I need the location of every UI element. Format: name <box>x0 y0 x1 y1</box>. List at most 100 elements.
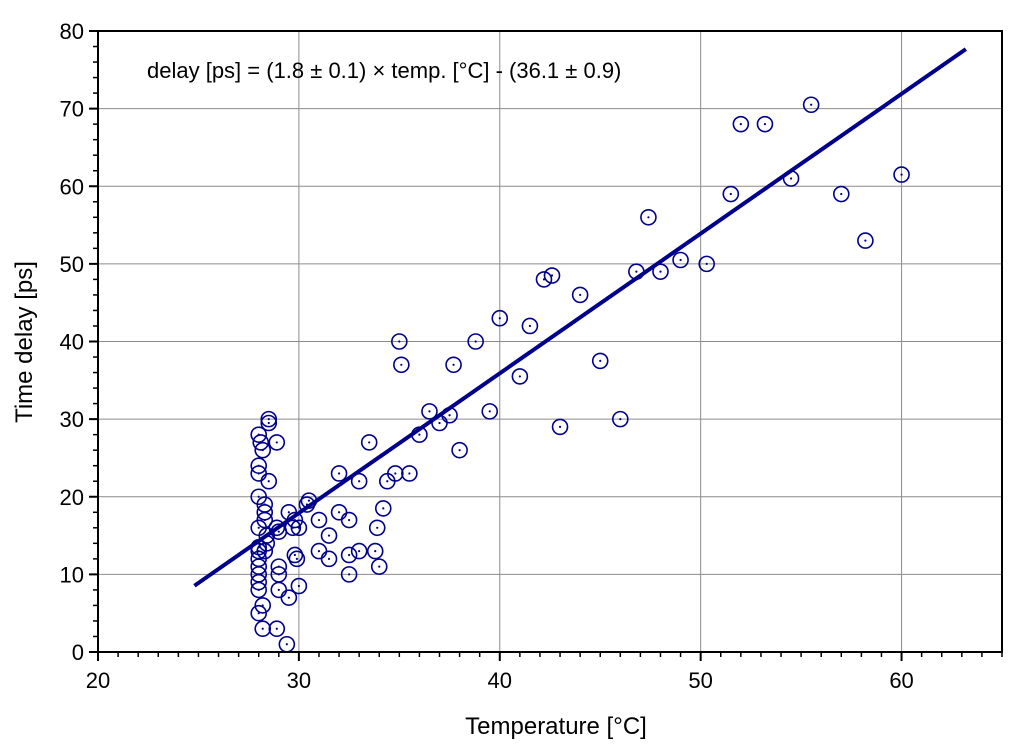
data-point-ring <box>254 597 272 614</box>
data-point-center <box>428 410 431 413</box>
data-point-ring <box>640 209 657 226</box>
data-point-ring <box>320 550 338 568</box>
grid <box>98 31 1002 652</box>
fit-equation-annotation: delay [ps] = (1.8 ± 0.1) × temp. [°C] - … <box>147 58 621 83</box>
data-point-ring <box>250 426 268 443</box>
data-point-center <box>317 518 321 522</box>
data-point <box>350 542 368 560</box>
major-ticks <box>89 30 903 661</box>
data-points <box>250 96 910 653</box>
data-point <box>401 465 418 482</box>
data-point-center <box>257 472 260 475</box>
data-point-center <box>263 518 266 522</box>
data-point <box>652 263 669 280</box>
data-point <box>278 635 296 653</box>
data-point-center <box>368 441 371 444</box>
data-point-ring <box>445 356 462 374</box>
data-point-center <box>277 530 280 533</box>
y-tick-label: 0 <box>72 640 84 665</box>
data-point-center <box>337 472 341 475</box>
data-point <box>467 333 484 350</box>
data-point-center <box>864 239 867 242</box>
data-point-center <box>763 123 767 126</box>
data-point-center <box>810 103 813 106</box>
data-point-ring <box>310 511 328 529</box>
data-point-ring <box>672 251 689 269</box>
x-tick-labels: 20 30 40 50 60 <box>86 668 914 693</box>
data-point <box>330 465 348 482</box>
data-point-ring <box>360 434 378 451</box>
data-point <box>270 581 288 599</box>
y-tick-labels: 0 10 20 30 40 50 60 70 80 <box>60 19 84 665</box>
data-point <box>441 406 458 424</box>
data-point-ring <box>411 426 428 443</box>
data-point <box>374 500 392 517</box>
data-point-ring <box>340 566 358 583</box>
data-point-ring <box>260 414 278 432</box>
data-point-ring <box>511 368 529 385</box>
fit-line <box>193 47 967 588</box>
data-point-center <box>378 565 381 568</box>
data-point-center <box>277 588 280 592</box>
data-point-ring <box>366 542 384 560</box>
data-point <box>284 519 302 537</box>
data-point <box>254 441 272 459</box>
data-point <box>521 317 539 335</box>
data-point <box>260 472 278 490</box>
data-point <box>288 550 306 568</box>
data-point-ring <box>401 465 418 482</box>
data-point-ring <box>284 519 302 537</box>
data-point-center <box>386 480 389 483</box>
data-point <box>268 620 286 638</box>
data-point-ring <box>288 550 306 568</box>
data-point-center <box>348 553 351 557</box>
data-point-center <box>599 359 602 363</box>
data-point-center <box>635 270 638 273</box>
data-point <box>330 503 348 521</box>
data-point <box>571 286 589 304</box>
data-point-center <box>287 511 290 514</box>
data-point-center <box>257 526 260 529</box>
data-point <box>368 519 386 537</box>
data-point <box>370 558 388 575</box>
data-point <box>393 356 410 374</box>
x-tick-label: 30 <box>287 668 311 693</box>
data-point <box>893 166 910 183</box>
data-point-center <box>358 480 361 483</box>
data-point-center <box>900 173 903 176</box>
data-point-center <box>458 449 461 452</box>
data-point-ring <box>722 185 740 203</box>
y-tick-label: 10 <box>60 562 84 587</box>
data-point-ring <box>732 115 750 133</box>
data-point-center <box>398 340 401 343</box>
data-point-center <box>498 317 501 320</box>
x-tick-label: 40 <box>488 668 512 693</box>
data-point-center <box>358 549 361 553</box>
data-point <box>421 403 438 420</box>
data-point <box>832 185 850 203</box>
data-point-ring <box>832 185 850 203</box>
data-point-center <box>327 534 331 537</box>
data-point-center <box>348 573 351 576</box>
data-point <box>491 309 509 327</box>
data-point-ring <box>612 410 629 428</box>
x-tick-label: 60 <box>889 668 913 693</box>
data-point <box>387 465 404 482</box>
data-point <box>551 418 569 436</box>
data-point <box>802 96 820 114</box>
data-point <box>481 403 499 420</box>
y-tick-label: 60 <box>60 174 84 199</box>
data-point <box>260 414 278 432</box>
x-axis-label: Temperature [°C] <box>465 713 647 740</box>
data-point-center <box>277 573 280 576</box>
data-point-ring <box>252 434 270 451</box>
data-point-center <box>647 216 650 219</box>
data-point <box>320 527 338 544</box>
data-point-center <box>257 495 260 498</box>
data-point <box>310 511 328 529</box>
x-tick-label: 50 <box>688 668 712 693</box>
data-point <box>722 185 740 203</box>
data-point <box>310 542 328 560</box>
data-point-center <box>348 518 351 522</box>
data-point-ring <box>535 271 553 288</box>
